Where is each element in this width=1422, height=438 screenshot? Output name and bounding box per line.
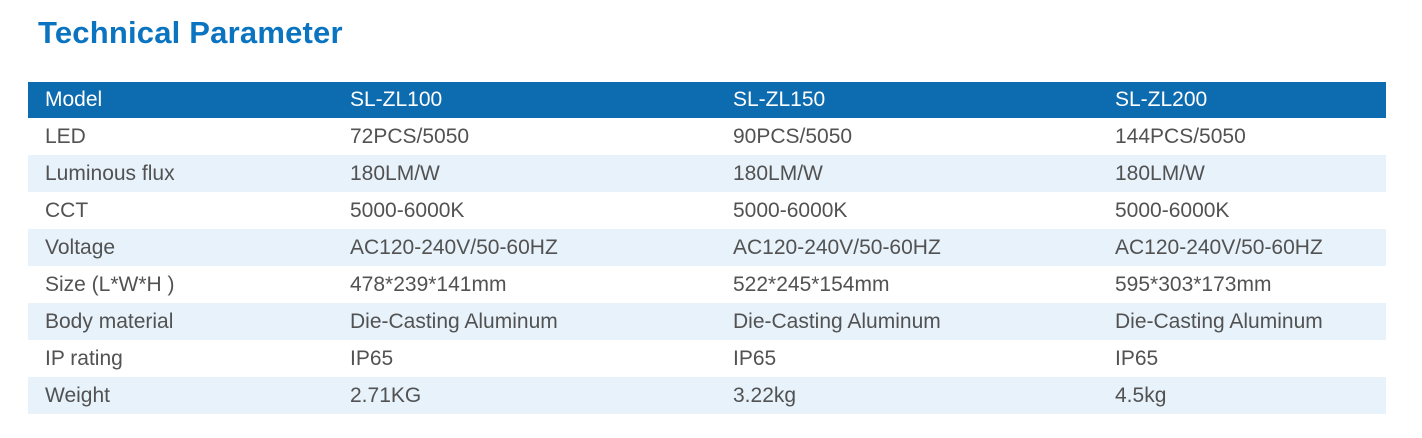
cell-value: 72PCS/5050 bbox=[350, 124, 470, 148]
cell-value: 478*239*141mm bbox=[350, 272, 507, 296]
cell-value: 4.5kg bbox=[1115, 383, 1167, 407]
table-row: Luminous flux 180LM/W 180LM/W 180LM/W bbox=[28, 155, 1386, 192]
column-header-sl-zl100: SL-ZL100 bbox=[350, 88, 443, 111]
row-label: IP rating bbox=[45, 346, 123, 370]
table-body: LED 72PCS/5050 90PCS/5050 144PCS/5050 Lumino… bbox=[28, 118, 1386, 414]
cell-value: Die-Casting Aluminum bbox=[350, 309, 558, 333]
cell-value: 2.71KG bbox=[350, 383, 422, 407]
row-label: Body material bbox=[45, 309, 174, 333]
table-row: IP rating IP65 IP65 IP65 bbox=[28, 340, 1386, 377]
column-header-sl-zl200: SL-ZL200 bbox=[1115, 88, 1208, 111]
column-header-sl-zl150: SL-ZL150 bbox=[733, 88, 826, 111]
cell-value: AC120-240V/50-60HZ bbox=[1115, 235, 1323, 259]
table-row: Voltage AC120-240V/50-60HZ AC120-240V/50-6… bbox=[28, 229, 1386, 266]
cell-value: 180LM/W bbox=[733, 161, 823, 185]
row-label: Size (L*W*H ) bbox=[45, 272, 175, 296]
cell-value: AC120-240V/50-60HZ bbox=[350, 235, 558, 259]
row-label: CCT bbox=[45, 198, 89, 222]
cell-value: 3.22kg bbox=[733, 383, 797, 407]
table-row: Weight 2.71KG 3.22kg 4.5kg bbox=[28, 377, 1386, 414]
table-row: CCT 5000-6000K 5000-6000K 5000-6000K bbox=[28, 192, 1386, 229]
cell-value: 90PCS/5050 bbox=[733, 124, 853, 148]
cell-value: 5000-6000K bbox=[733, 198, 848, 222]
cell-value: Die-Casting Aluminum bbox=[1115, 309, 1323, 333]
row-label: LED bbox=[45, 124, 86, 148]
cell-value: 180LM/W bbox=[1115, 161, 1205, 185]
table-row: Size (L*W*H ) 478*239*141mm 522*245*154mm 5… bbox=[28, 266, 1386, 303]
cell-value: 5000-6000K bbox=[1115, 198, 1230, 222]
cell-value: 180LM/W bbox=[350, 161, 440, 185]
column-header-model: Model bbox=[45, 88, 103, 111]
row-label: Voltage bbox=[45, 235, 116, 259]
spec-table: Model SL-ZL100 SL-ZL150 SL-ZL200 LED 72PCS/5… bbox=[28, 82, 1386, 414]
table-row: LED 72PCS/5050 90PCS/5050 144PCS/5050 bbox=[28, 118, 1386, 155]
cell-value: 595*303*173mm bbox=[1115, 272, 1272, 296]
table-header-row: Model SL-ZL100 SL-ZL150 SL-ZL200 bbox=[28, 82, 1386, 118]
cell-value: AC120-240V/50-60HZ bbox=[733, 235, 941, 259]
cell-value: IP65 bbox=[733, 346, 777, 370]
cell-value: 5000-6000K bbox=[350, 198, 465, 222]
cell-value: 144PCS/5050 bbox=[1115, 124, 1246, 148]
cell-value: IP65 bbox=[350, 346, 394, 370]
row-label: Weight bbox=[45, 383, 110, 407]
row-label: Luminous flux bbox=[45, 161, 175, 185]
cell-value: Die-Casting Aluminum bbox=[733, 309, 941, 333]
cell-value: IP65 bbox=[1115, 346, 1159, 370]
table-row: Body material Die-Casting Aluminum Die-Cas… bbox=[28, 303, 1386, 340]
page-title: Technical Parameter bbox=[38, 15, 343, 50]
cell-value: 522*245*154mm bbox=[733, 272, 890, 296]
